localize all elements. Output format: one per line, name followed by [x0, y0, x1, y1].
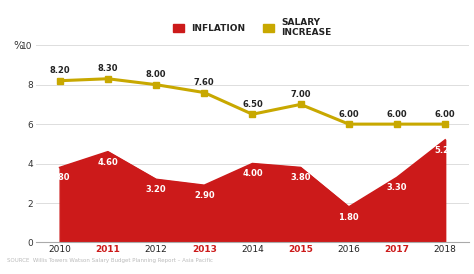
Text: Esquire: Esquire — [418, 256, 462, 266]
Text: 8.30: 8.30 — [98, 64, 118, 73]
Text: 1.80: 1.80 — [338, 213, 359, 222]
Text: 6.50: 6.50 — [242, 100, 263, 109]
Text: 7.60: 7.60 — [194, 78, 215, 87]
Text: 3.20: 3.20 — [146, 185, 166, 194]
Y-axis label: %: % — [13, 41, 23, 51]
Text: 4.00: 4.00 — [242, 170, 263, 178]
Text: 6.00: 6.00 — [435, 110, 456, 119]
Text: 3.80: 3.80 — [291, 173, 311, 182]
Text: 4.60: 4.60 — [98, 158, 118, 167]
Text: 3.80: 3.80 — [49, 173, 70, 182]
Legend: INFLATION, SALARY
INCREASE: INFLATION, SALARY INCREASE — [170, 14, 335, 41]
Text: 7.00: 7.00 — [291, 90, 311, 99]
Text: 8.00: 8.00 — [146, 70, 166, 79]
Text: 8.20: 8.20 — [49, 66, 70, 75]
Text: 3.30: 3.30 — [387, 183, 407, 192]
Text: 2.90: 2.90 — [194, 191, 215, 200]
Text: 5.20: 5.20 — [435, 146, 456, 155]
Text: SOURCE  Willis Towers Watson Salary Budget Planning Report – Asia Pacific: SOURCE Willis Towers Watson Salary Budge… — [7, 258, 213, 264]
Text: INFLATION VS SALARY INCREASE: INFLATION VS SALARY INCREASE — [80, 14, 394, 31]
Text: 6.00: 6.00 — [338, 110, 359, 119]
Text: 6.00: 6.00 — [387, 110, 407, 119]
